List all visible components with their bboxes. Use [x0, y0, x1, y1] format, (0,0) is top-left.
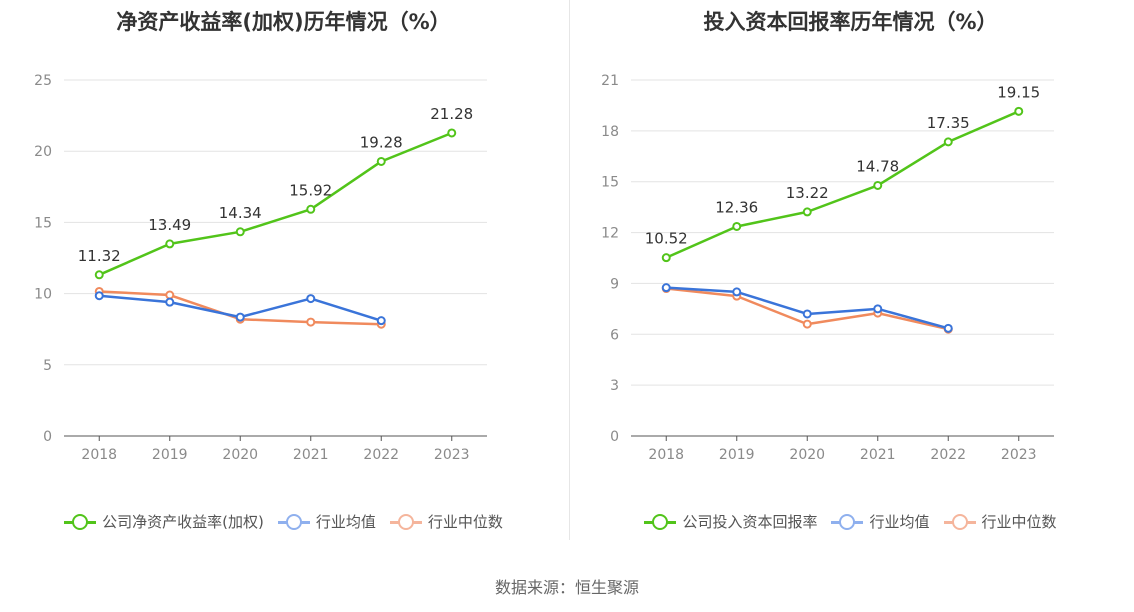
legend-marker-company [64, 512, 97, 532]
data-label: 19.15 [997, 83, 1040, 101]
y-tick-label: 0 [610, 429, 619, 445]
data-point-company [802, 207, 812, 217]
legend-label-company: 公司投入资本回报率 [682, 513, 818, 531]
legend-marker-median [943, 512, 976, 532]
legend-label-median: 行业中位数 [427, 513, 503, 531]
y-tick-label: 5 [43, 358, 52, 374]
data-point-company [376, 156, 386, 166]
y-tick-label: 15 [34, 215, 52, 231]
data-point-avg [732, 287, 742, 297]
y-tick-label: 6 [610, 327, 619, 343]
data-label: 19.28 [360, 133, 403, 151]
y-tick-label: 20 [34, 144, 52, 160]
x-tick-label: 2019 [152, 447, 188, 463]
chart-title: 净资产收益率(加权)历年情况（%） [116, 10, 451, 34]
data-point-avg [943, 323, 953, 333]
legend: 公司投入资本回报率 行业均值 行业中位数 [567, 511, 1134, 532]
y-tick-label: 9 [610, 276, 619, 292]
data-point-median [165, 290, 175, 300]
x-tick-label: 2023 [434, 447, 470, 463]
data-label: 17.35 [927, 114, 970, 132]
y-tick-label: 12 [601, 226, 619, 242]
roe-chart-panel: 净资产收益率(加权)历年情况（%） 0 5 10 15 20 25 2018 2019 2020… [0, 0, 567, 560]
data-point-avg [94, 291, 104, 301]
data-label: 21.28 [430, 105, 473, 123]
x-tick-label: 2021 [293, 447, 329, 463]
x-tick-label: 2018 [81, 447, 117, 463]
series-line-company [665, 110, 1020, 259]
data-label: 10.52 [645, 230, 688, 248]
data-point-company [235, 227, 245, 237]
data-point-avg [235, 312, 245, 322]
data-point-company [661, 253, 671, 263]
legend: 公司净资产收益率(加权) 行业均值 行业中位数 [0, 511, 567, 532]
legend-item-median[interactable]: 行业中位数 [943, 511, 1057, 532]
legend-item-avg[interactable]: 行业均值 [831, 511, 930, 532]
roic-plot: 0 3 6 9 12 15 18 21 2018 2019 2020 2021 2022 2023 10.5… [601, 73, 1054, 463]
data-point-company [1014, 106, 1024, 116]
data-point-company [732, 221, 742, 231]
data-point-avg [802, 309, 812, 319]
x-tick-label: 2022 [363, 447, 399, 463]
data-point-avg [661, 283, 671, 293]
data-point-company [447, 128, 457, 138]
legend-label-median: 行业中位数 [981, 513, 1057, 531]
data-label: 15.92 [289, 181, 332, 199]
data-point-avg [873, 304, 883, 314]
y-tick-label: 10 [34, 287, 52, 303]
data-label: 11.32 [78, 247, 121, 265]
y-tick-label: 3 [610, 378, 619, 394]
data-source: 数据来源：恒生聚源 [494, 578, 639, 597]
panel-divider [569, 0, 570, 540]
y-tick-label: 0 [43, 429, 52, 445]
data-label: 14.78 [856, 157, 899, 175]
data-point-avg [306, 294, 316, 304]
legend-item-company[interactable]: 公司投入资本回报率 [644, 511, 817, 532]
x-tick-label: 2020 [222, 447, 258, 463]
y-tick-label: 25 [34, 73, 52, 89]
data-point-company [165, 239, 175, 249]
x-tick-label: 2020 [789, 447, 825, 463]
data-point-avg [376, 316, 386, 326]
legend-marker-company [644, 512, 677, 532]
data-point-avg [165, 297, 175, 307]
y-tick-label: 21 [601, 73, 619, 89]
data-point-company [94, 270, 104, 280]
roe-plot: 0 5 10 15 20 25 2018 2019 2020 2021 2022 2023 11.32 1… [34, 73, 487, 463]
y-tick-label: 15 [601, 175, 619, 191]
legend-item-avg[interactable]: 行业均值 [277, 511, 376, 532]
legend-marker-avg [277, 512, 310, 532]
roic-chart-panel: 投入资本回报率历年情况（%） 0 3 6 9 12 15 18 21 2018 2019 2020 2… [567, 0, 1134, 560]
x-tick-label: 2022 [930, 447, 966, 463]
series-line-company [98, 131, 453, 276]
legend-marker-median [389, 512, 422, 532]
legend-label-avg: 行业均值 [315, 513, 376, 531]
data-point-median [802, 319, 812, 329]
legend-label-avg: 行业均值 [869, 513, 930, 531]
chart-title: 投入资本回报率历年情况（%） [703, 10, 998, 34]
data-label: 13.22 [786, 184, 829, 202]
y-tick-label: 18 [601, 124, 619, 140]
legend-item-median[interactable]: 行业中位数 [389, 511, 503, 532]
data-point-company [306, 204, 316, 214]
data-point-median [306, 317, 316, 327]
x-tick-label: 2023 [1001, 447, 1037, 463]
legend-item-company[interactable]: 公司净资产收益率(加权) [64, 511, 264, 532]
data-label: 12.36 [715, 198, 758, 216]
data-point-company [873, 180, 883, 190]
data-point-company [943, 137, 953, 147]
data-label: 13.49 [148, 216, 191, 234]
legend-marker-avg [831, 512, 864, 532]
data-label: 14.34 [219, 204, 262, 222]
x-tick-label: 2019 [719, 447, 755, 463]
x-tick-label: 2018 [648, 447, 684, 463]
x-tick-label: 2021 [860, 447, 896, 463]
legend-label-company: 公司净资产收益率(加权) [102, 513, 264, 531]
